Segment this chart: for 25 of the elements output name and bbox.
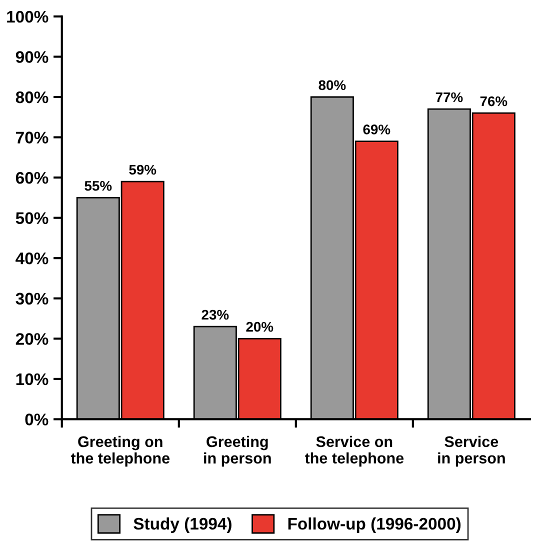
x-tick-label: Service in person	[438, 436, 505, 467]
legend-label: Follow-up (1996-2000)	[288, 517, 461, 533]
y-tick-label: 80%	[16, 91, 48, 104]
y-tick-label: 10%	[16, 373, 48, 386]
x-tick-label: Greeting on the telephone	[70, 436, 170, 467]
data-label: 59%	[129, 164, 156, 175]
y-tick-label: 20%	[16, 333, 48, 345]
x-tick-label: Greeting in person	[204, 436, 271, 467]
y-tick-label: 100%	[7, 10, 48, 23]
x-tick-label: Service on the telephone	[304, 436, 404, 467]
y-tick-label: 90%	[16, 51, 48, 63]
y-tick-label: 70%	[16, 132, 48, 144]
data-label: 77%	[436, 92, 463, 102]
data-label: 69%	[363, 124, 390, 134]
y-tick-label: 50%	[16, 212, 48, 224]
data-label: 80%	[318, 80, 346, 90]
data-label: 23%	[202, 310, 229, 320]
y-tick-label: 40%	[16, 252, 48, 264]
data-label: 76%	[480, 96, 508, 106]
data-label: 20%	[246, 322, 274, 332]
y-tick-label: 30%	[16, 292, 48, 305]
data-label: 55%	[84, 180, 112, 191]
y-tick-label: 0%	[25, 414, 48, 426]
y-tick-label: 60%	[16, 172, 48, 184]
legend-label: Study (1994)	[134, 517, 232, 533]
